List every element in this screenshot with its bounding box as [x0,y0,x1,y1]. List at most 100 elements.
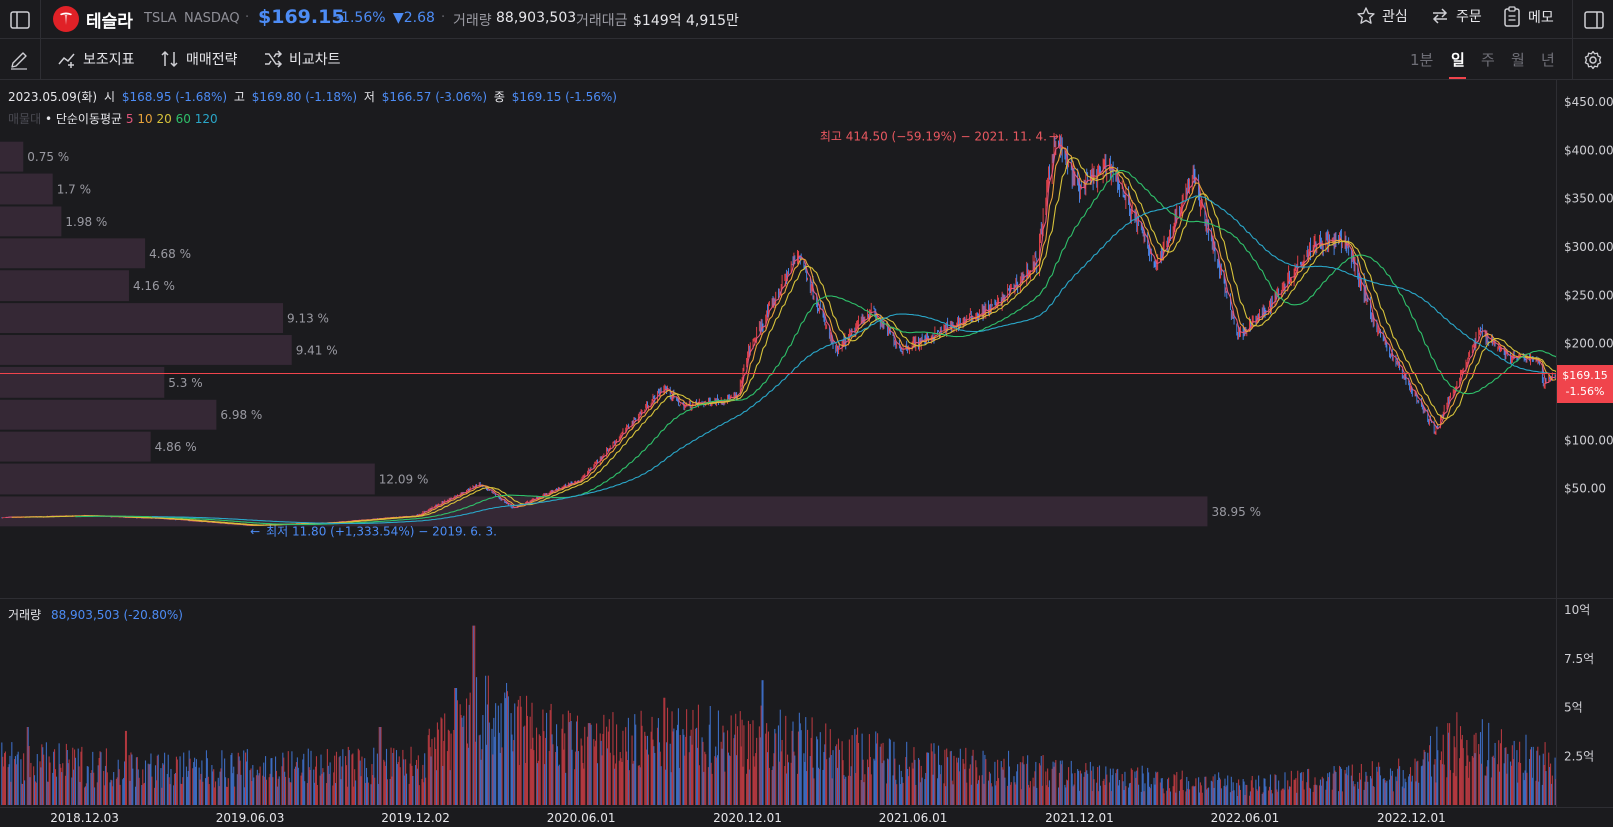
volume-profile-label: 4.86 % [155,440,197,454]
low-arrow: ← [250,525,260,539]
tesla-logo [53,6,79,32]
price-axis-tick: $50.00 [1564,482,1606,496]
watch-label: 관심 [1382,9,1408,25]
volume-profile-bar [0,238,146,269]
ohlc-legend: 2023.05.09(화) 시 $168.95 (-1.68%) 고 $169.… [8,88,620,105]
legend-low-label: 저 [363,90,375,104]
volume-axis-tick: 10억 [1564,603,1590,617]
ma120-line [151,195,1557,525]
volume-axis-tick: 7.5억 [1564,652,1594,666]
price-axis-tick: $450.00 [1564,95,1613,109]
price-chart[interactable]: 38.95 % 12.09 % 4.86 % 6.98 % 5.3 % 9.41 % 9.1… [0,80,1613,598]
ma60-line [75,169,1557,526]
volume-profile-bar [0,173,53,205]
separator-dot: · [245,10,250,25]
stock-ticker: TSLA [144,11,177,26]
time-axis-tick: 2021.12.01 [1045,811,1114,825]
separator-dot: · [441,10,446,25]
pane-divider[interactable] [0,598,1613,599]
volume-profile-label: 1.7 % [57,183,91,197]
clipboard-icon [1504,6,1520,27]
period-day[interactable]: 일 [1451,51,1465,69]
indicator-chart-icon [58,53,75,68]
volume-profile-label: 4.16 % [133,279,175,293]
stock-name: 테슬라 [86,12,133,32]
legend-open-label: 시 [103,90,115,104]
compare-label: 비교차트 [289,52,341,68]
volume-chart[interactable]: 2.5억 5억 7.5억 10억 2018.12.03 2019.06.03 2019.12… [0,598,1613,827]
ma-legend[interactable]: 매물대 • 단순이동평균 5 10 20 60 120 [8,110,218,127]
volume-profile-bar [0,366,165,398]
period-month[interactable]: 월 [1511,51,1525,69]
period-1min[interactable]: 1분 [1410,51,1434,69]
sidebar-toggle-icon[interactable] [8,8,32,32]
watch-button[interactable]: 관심 [1356,6,1408,26]
order-label: 주문 [1456,9,1482,25]
memo-button[interactable]: 메모 [1502,6,1554,28]
pen-draw-icon[interactable] [8,49,30,71]
time-axis-tick: 2022.12.01 [1377,811,1446,825]
volume-profile-label: 6.98 % [220,408,262,422]
current-price-tag-pct: -1.56% [1565,385,1605,398]
ma10-label: 10 [137,112,153,126]
volume-profile-bar [0,496,1208,527]
time-axis-tick: 2019.06.03 [216,811,285,825]
order-button[interactable]: 주문 [1430,6,1482,26]
volume-profile-bar [0,463,375,495]
volume-axis-tick: 5억 [1564,701,1583,715]
volume-profile-bar [0,206,62,237]
current-price-tag: $169.15 -1.56% [1557,365,1613,403]
sort-arrows-icon [161,50,178,68]
legend-open-value: $168.95 (-1.68%) [121,90,228,104]
legend-date: 2023.05.09(화) [8,90,98,104]
period-year[interactable]: 년 [1541,51,1555,69]
time-axis-tick: 2020.12.01 [713,811,782,825]
settings-gear-icon[interactable] [1582,49,1604,71]
price-axis-tick: $250.00 [1564,288,1613,302]
high-annotation: 최고 414.50 (−59.19%) − 2021. 11. 4. [820,129,1047,143]
current-price-tag-price: $169.15 [1562,369,1608,382]
volume-value: 88,903,503 [496,10,577,26]
swap-arrows-icon [1432,8,1448,24]
volume-profile-bar [0,399,217,430]
price-axis-tick: $350.00 [1564,192,1613,206]
legend-close-label: 종 [493,90,505,104]
ma120-label: 120 [194,112,218,126]
price-axis-tick: $300.00 [1564,240,1613,254]
amount-value: $149억 4,915만 [633,13,739,29]
volume-profile-label: 4.68 % [149,247,191,261]
profile-legend-label: 매물대 [8,112,42,126]
right-panel-toggle-icon[interactable] [1582,8,1606,32]
volume-label: 거래량 [453,13,492,29]
shuffle-icon [265,50,283,68]
volume-axis-tick: 2.5억 [1564,749,1594,763]
period-week[interactable]: 주 [1481,51,1495,69]
current-price: $169.15 [258,6,345,28]
volume-profile-bar [0,303,284,334]
ma-legend-label: • 단순이동평균 [44,112,123,126]
volume-profile-bar [0,141,24,172]
active-period-underline [1449,77,1466,79]
volume-profile-label: 38.95 % [1211,505,1261,519]
legend-high-value: $169.80 (-1.18%) [251,90,358,104]
volume-profile-label: 12.09 % [379,473,429,487]
indicators-button[interactable]: 보조지표 [57,49,135,69]
volume-profile-bar [0,431,151,462]
ma60-label: 60 [175,112,191,126]
strategy-label: 매매전략 [186,52,238,68]
volume-profile-label: 1.98 % [65,215,107,229]
strategy-button[interactable]: 매매전략 [160,49,238,69]
top-bar: 테슬라 TSLA NASDAQ · $169.15 -1.56% ▼2.68 ·… [0,0,1613,39]
volume-profile-label: 5.3 % [168,376,202,390]
legend-high-label: 고 [233,90,245,104]
volume-legend: 거래량 88,903,503 (-20.80%) [8,606,183,623]
volume-profile-label: 0.75 % [27,150,69,164]
ma20-line [24,157,1557,526]
time-axis-tick: 2022.06.01 [1211,811,1280,825]
chart-toolbar: 보조지표 매매전략 비교차트 1분 일 주 월 년 [0,39,1613,80]
legend-low-value: $166.57 (-3.06%) [381,90,488,104]
time-axis-tick: 2021.06.01 [879,811,948,825]
volume-profile-bar [0,335,292,365]
volume-legend-value: 88,903,503 (-20.80%) [50,608,183,622]
compare-button[interactable]: 비교차트 [263,49,341,69]
